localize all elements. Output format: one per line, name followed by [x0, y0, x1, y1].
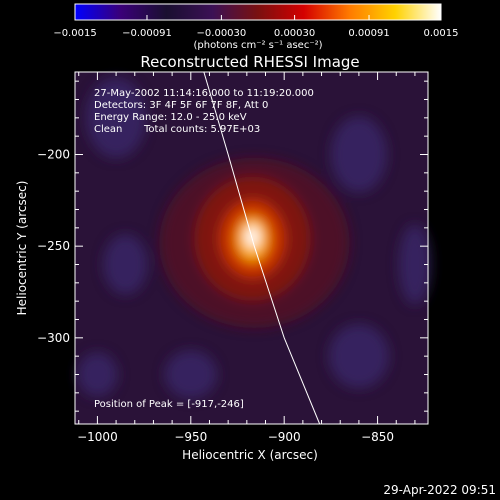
emission-dark-region	[328, 324, 389, 389]
x-axis-label: Heliocentric X (arcsec)	[182, 448, 318, 462]
colorbar	[74, 3, 442, 21]
chart-title: Reconstructed RHESSI Image	[140, 53, 359, 71]
plot-area	[74, 71, 431, 425]
y-tick-label: −250	[37, 239, 70, 253]
colorbar-tick-label: −0.00091	[122, 28, 172, 39]
x-tick-label: −950	[174, 430, 207, 444]
x-axis: −1000 −950 −900 −850	[77, 72, 416, 444]
colorbar-tick-label: 0.0015	[424, 28, 459, 39]
x-tick-label: −850	[361, 430, 394, 444]
solar-limb-line	[203, 71, 321, 425]
y-tick-label: −300	[37, 331, 70, 345]
annotation-peak: Position of Peak = [-917,-246]	[94, 399, 244, 410]
colorbar-tick-label: 0.00091	[348, 28, 389, 39]
emission-dark-region	[164, 350, 217, 399]
emission-dark-region	[330, 116, 387, 193]
colorbar-ticks: −0.0015 −0.00091 −0.00030 0.00030 0.00091 0.0…	[53, 15, 459, 39]
colorbar-tick-label: −0.00030	[197, 28, 247, 39]
annotation-clean: Clean	[94, 124, 122, 135]
colorbar-tick-label: −0.0015	[53, 28, 96, 39]
y-axis-label: Heliocentric Y (arcsec)	[15, 181, 29, 316]
colorbar-unit-label: (photons cm⁻² s⁻¹ asec⁻²)	[193, 40, 322, 51]
footer-timestamp: 29-Apr-2022 09:51	[383, 483, 496, 497]
emission-dark-region	[103, 234, 148, 295]
annotation-time: 27-May-2002 11:14:16.000 to 11:19:20.000	[94, 88, 314, 99]
annotations: 27-May-2002 11:14:16.000 to 11:19:20.000…	[94, 88, 314, 410]
colorbar-tick-label: 0.00030	[274, 28, 315, 39]
emission-peak	[245, 225, 260, 248]
y-tick-label: −200	[37, 148, 70, 162]
emission-dark-region	[86, 77, 147, 158]
x-tick-label: −1000	[77, 430, 118, 444]
annotation-counts: Total counts: 5.97E+03	[143, 124, 260, 135]
y-axis: −200 −250 −300	[37, 80, 428, 412]
annotation-energy: Energy Range: 12.0 - 25.0 keV	[94, 112, 247, 123]
emission-dark-region	[77, 352, 118, 397]
annotation-detectors: Detectors: 3F 4F 5F 6F 7F 8F, Att 0	[94, 100, 268, 111]
plot-frame	[74, 71, 429, 425]
x-tick-label: −900	[268, 430, 301, 444]
emission-dark-region	[398, 224, 431, 305]
